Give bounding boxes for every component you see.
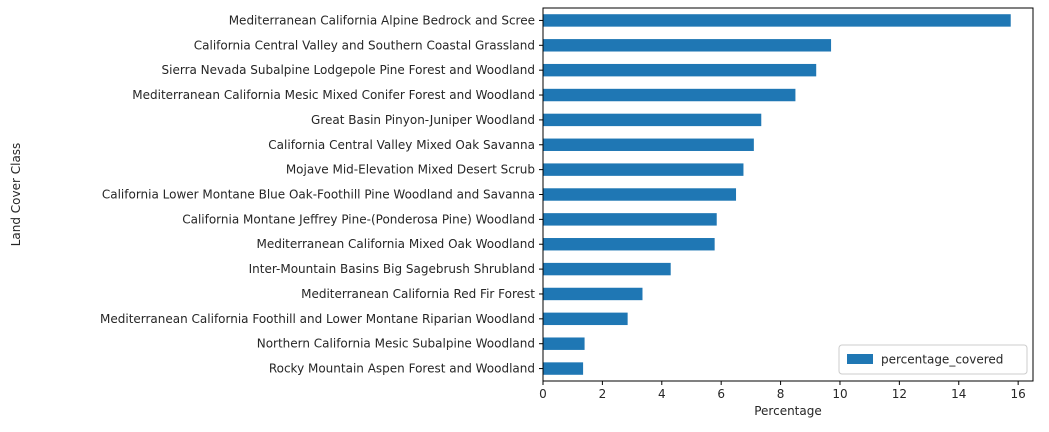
- y-tick-label: Mojave Mid-Elevation Mixed Desert Scrub: [286, 163, 535, 177]
- bar: [543, 238, 715, 251]
- plot-frame: [542, 7, 1034, 382]
- legend-box: [838, 344, 1028, 375]
- x-tick-label: 8: [777, 387, 785, 401]
- x-tick-label: 6: [717, 387, 725, 401]
- x-ticks: 0 2 4 6 8 10 12 14 16: [539, 381, 1026, 401]
- x-tick-label: 12: [892, 387, 907, 401]
- y-tick-label: Mediterranean California Mesic Mixed Con…: [132, 88, 535, 102]
- bar: [543, 337, 585, 350]
- bar: [543, 63, 817, 77]
- bar: [543, 14, 1011, 27]
- y-tick-labels: Mediterranean California Alpine Bedrock …: [100, 13, 543, 376]
- bar: [543, 138, 754, 151]
- y-tick-label: California Montane Jeffrey Pine-(Pondero…: [182, 212, 535, 226]
- bars-group: [543, 14, 1011, 375]
- x-tick-label: 10: [832, 387, 847, 401]
- x-tick-label: 4: [658, 387, 666, 401]
- bar: [543, 39, 832, 52]
- bar: [543, 362, 584, 375]
- bar: [543, 287, 643, 301]
- bar: [543, 88, 796, 102]
- bar: [543, 188, 737, 201]
- bar: [543, 312, 628, 326]
- x-tick-label: 16: [1011, 387, 1026, 401]
- bar: [543, 262, 671, 276]
- y-tick-label: Mediterranean California Mixed Oak Woodl…: [256, 237, 535, 251]
- bar: [543, 213, 717, 226]
- x-tick-label: 0: [539, 387, 547, 401]
- legend-label: percentage_covered: [881, 353, 1003, 367]
- y-tick-label: Mediterranean California Alpine Bedrock …: [229, 13, 535, 27]
- bar: [543, 113, 762, 127]
- x-tick-label: 2: [599, 387, 607, 401]
- y-tick-label: Inter-Mountain Basins Big Sagebrush Shru…: [249, 262, 535, 276]
- y-tick-label: Great Basin Pinyon-Juniper Woodland: [311, 113, 535, 127]
- y-tick-label: Sierra Nevada Subalpine Lodgepole Pine F…: [162, 63, 535, 77]
- y-tick-label: Mediterranean California Red Fir Forest: [301, 287, 535, 301]
- x-tick-label: 14: [951, 387, 966, 401]
- y-tick-label: California Central Valley Mixed Oak Sava…: [268, 138, 535, 152]
- y-axis-label: Land Cover Class: [9, 143, 23, 247]
- y-tick-label: Northern California Mesic Subalpine Wood…: [257, 337, 535, 351]
- y-tick-label: California Lower Montane Blue Oak-Foothi…: [102, 188, 535, 202]
- legend-swatch: [847, 354, 873, 364]
- x-axis-label: Percentage: [754, 404, 822, 418]
- y-tick-label: Rocky Mountain Aspen Forest and Woodland: [269, 362, 535, 376]
- y-tick-label: California Central Valley and Southern C…: [194, 38, 535, 52]
- bar: [543, 163, 744, 176]
- legend: percentage_covered: [838, 344, 1028, 375]
- y-tick-label: Mediterranean California Foothill and Lo…: [100, 312, 535, 326]
